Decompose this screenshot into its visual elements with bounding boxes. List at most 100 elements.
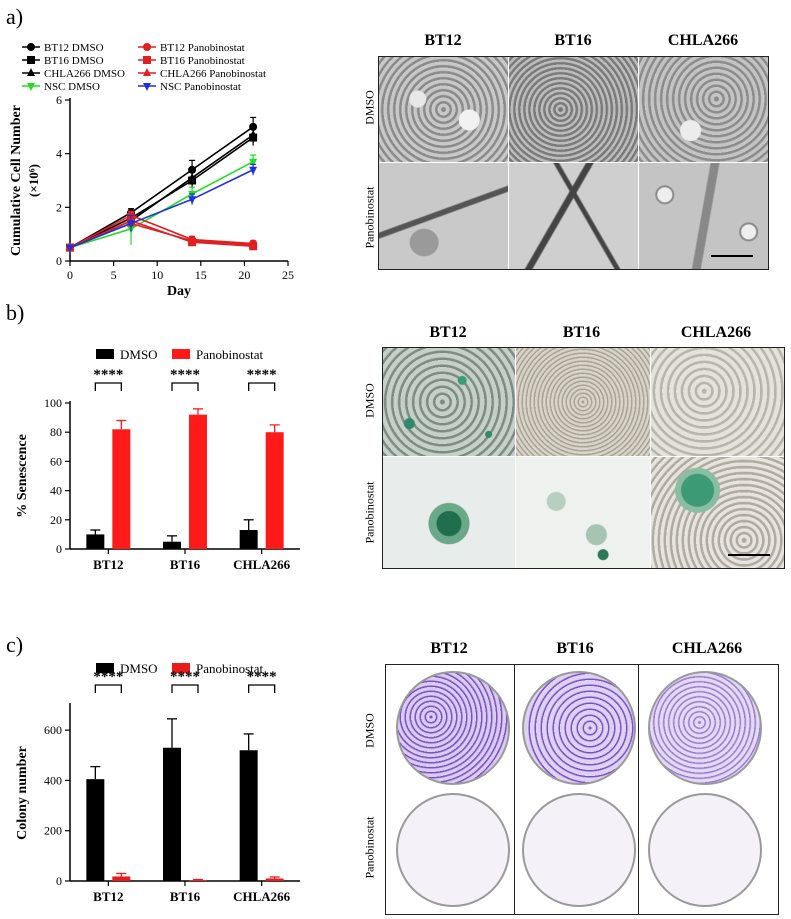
legend-label: Panobinostat (196, 661, 264, 676)
bar (163, 747, 181, 881)
y-tick-label: 40 (50, 484, 62, 498)
bar (239, 750, 258, 881)
micrograph-bt12-panobinostat (383, 457, 515, 568)
micrograph-bt16-panobinostat (516, 457, 650, 568)
legend-label: DMSO (120, 661, 158, 676)
column-header-bt16: BT16 (556, 640, 594, 657)
data-point (66, 244, 74, 253)
panel-label-b: b) (6, 300, 25, 325)
plate-chla266-dmso (648, 671, 762, 785)
x-tick-label: BT16 (170, 557, 201, 572)
legend-marker (27, 68, 35, 76)
legend-label: BT16 Panobinostat (160, 55, 245, 67)
data-point (249, 158, 258, 167)
column-header-bt12: BT12 (424, 32, 462, 49)
legend-marker (27, 83, 35, 91)
significance-bracket (94, 382, 122, 391)
legend-label: NSC DMSO (44, 81, 100, 93)
micrograph-grid-b (382, 347, 785, 569)
x-tick-label: 5 (111, 268, 117, 282)
y-axis-unit: (×10⁶) (26, 164, 41, 197)
data-point (249, 239, 258, 248)
significance-bracket (248, 382, 276, 391)
x-axis-label: Day (167, 284, 191, 299)
panel-label-a: a) (6, 4, 24, 29)
row-header-panobinostat: Panobinostat (362, 816, 377, 879)
legend-label: NSC Panobinostat (160, 81, 241, 93)
x-tick-label: 10 (151, 268, 163, 282)
column-header-bt12: BT12 (430, 640, 468, 657)
legend-marker (143, 68, 151, 76)
legend-swatch (96, 349, 114, 359)
legend-marker (143, 56, 151, 64)
legend-marker (27, 43, 35, 51)
series-line (69, 214, 254, 249)
colony-bar-chart: DMSO Panobinostat 0 200 400 600 Colony number B… (15, 661, 300, 904)
micrograph-grid-a (378, 56, 769, 270)
plate-bt12-dmso (396, 671, 510, 785)
scale-bar (711, 255, 753, 257)
y-tick-label: 0 (56, 874, 62, 888)
micrograph-bt16-panobinostat (509, 163, 638, 269)
significance-label: **** (170, 367, 200, 383)
data-point (188, 196, 197, 205)
column-header-bt16: BT16 (562, 324, 601, 341)
y-axis-label: Colony number (15, 746, 30, 840)
legend-swatch (96, 663, 114, 673)
data-point (188, 235, 197, 244)
x-tick-label: 20 (238, 268, 250, 282)
significance-label: **** (247, 669, 277, 685)
micrograph-chla266-panobinostat (651, 457, 784, 568)
row-header-panobinostat: Panobinostat (362, 481, 377, 544)
y-tick-label: 100 (44, 396, 62, 410)
legend-label: BT12 Panobinostat (160, 42, 245, 54)
y-tick-label: 60 (50, 454, 62, 468)
significance-bracket (171, 382, 199, 391)
x-tick-label: 0 (67, 268, 73, 282)
legend-label: BT12 DMSO (44, 42, 104, 54)
panel-label-c: c) (6, 632, 24, 657)
bar (86, 779, 105, 881)
bar (265, 878, 284, 881)
row-header-dmso: DMSO (362, 713, 377, 748)
bar (86, 534, 105, 549)
y-tick-label: 4 (56, 147, 62, 161)
plate-grid-c (385, 664, 779, 915)
significance-label: **** (93, 367, 123, 383)
grid-divider (514, 665, 515, 914)
x-tick-label: CHLA266 (233, 557, 291, 572)
y-tick-label: 6 (56, 93, 62, 107)
significance-label: **** (170, 669, 200, 685)
data-point (127, 220, 136, 229)
bar (112, 876, 131, 881)
x-tick-label: BT12 (93, 889, 123, 904)
y-tick-label: 0 (56, 254, 62, 268)
row-header-dmso: DMSO (362, 383, 377, 418)
column-header-bt16: BT16 (554, 32, 592, 49)
series-line (69, 126, 254, 249)
column-header-chla266: CHLA266 (680, 324, 752, 341)
grid-divider (638, 665, 639, 914)
x-tick-label: 15 (195, 268, 207, 282)
bar (112, 429, 131, 549)
legend-label: BT16 DMSO (44, 55, 104, 67)
plate-bt16-panobinostat (522, 793, 636, 907)
significance-bracket (248, 684, 276, 693)
legend-marker (27, 56, 35, 64)
micrograph-bt12-dmso (383, 348, 515, 456)
bar (239, 530, 258, 549)
column-header-chla266: CHLA266 (667, 32, 739, 49)
column-header-chla266: CHLA266 (671, 640, 743, 657)
legend-label: DMSO (120, 347, 158, 362)
legend-swatch (172, 663, 190, 673)
significance-bracket (171, 684, 199, 693)
x-tick-label: CHLA266 (233, 889, 291, 904)
legend-label: Panobinostat (196, 347, 264, 362)
y-axis-label: Cumulative Cell Number (9, 105, 24, 256)
legend-label: CHLA266 Panobinostat (160, 68, 266, 80)
micrograph-chla266-dmso (639, 57, 768, 162)
column-header-bt12: BT12 (429, 324, 467, 341)
data-point (249, 166, 258, 175)
bar (163, 541, 181, 549)
